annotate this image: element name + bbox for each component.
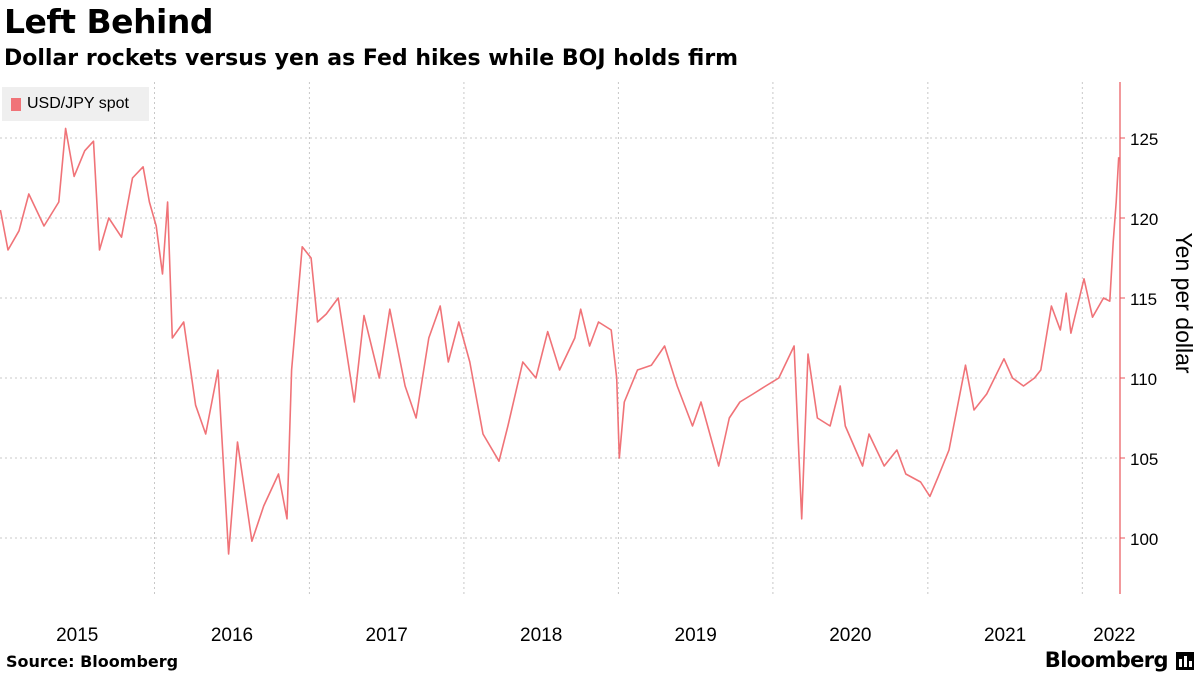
y-grid — [0, 137, 1120, 539]
x-tick-label: 2020 — [829, 625, 871, 646]
brand-chart-icon — [1176, 652, 1194, 670]
series-line-usd-jpy — [0, 127, 1120, 555]
x-tick-label: 2016 — [211, 625, 253, 646]
chart-subtitle: Dollar rockets versus yen as Fed hikes w… — [4, 46, 739, 71]
x-tick-label: 2022 — [1093, 625, 1135, 646]
x-tick-label: 2017 — [366, 625, 408, 646]
y-tick-label: 125 — [1130, 130, 1158, 149]
brand-logo: Bloomberg — [1044, 648, 1169, 672]
y-axis: 100 105 110 115 120 125 — [1119, 82, 1158, 594]
legend: USD/JPY spot — [2, 87, 149, 121]
x-tick-label: 2021 — [984, 625, 1026, 646]
series-layer — [0, 127, 1120, 555]
y-tick-label: 105 — [1130, 450, 1158, 469]
x-tick-label: 2018 — [520, 625, 562, 646]
x-tick-label: 2019 — [675, 625, 717, 646]
chart-title: Left Behind — [4, 2, 213, 41]
y-tick-label: 100 — [1130, 530, 1158, 549]
source-note: Source: Bloomberg — [6, 652, 179, 671]
y-axis-label: Yen per dollar — [1171, 232, 1197, 373]
y-tick-label: 120 — [1130, 210, 1158, 229]
x-axis: 2015 2016 2017 2018 2019 2020 2021 2022 — [56, 625, 1135, 646]
x-tick-label: 2015 — [56, 625, 98, 646]
y-tick-label: 110 — [1130, 370, 1157, 389]
legend-swatch — [11, 97, 21, 111]
y-tick-label: 115 — [1130, 290, 1157, 309]
legend-label: USD/JPY spot — [27, 95, 129, 112]
